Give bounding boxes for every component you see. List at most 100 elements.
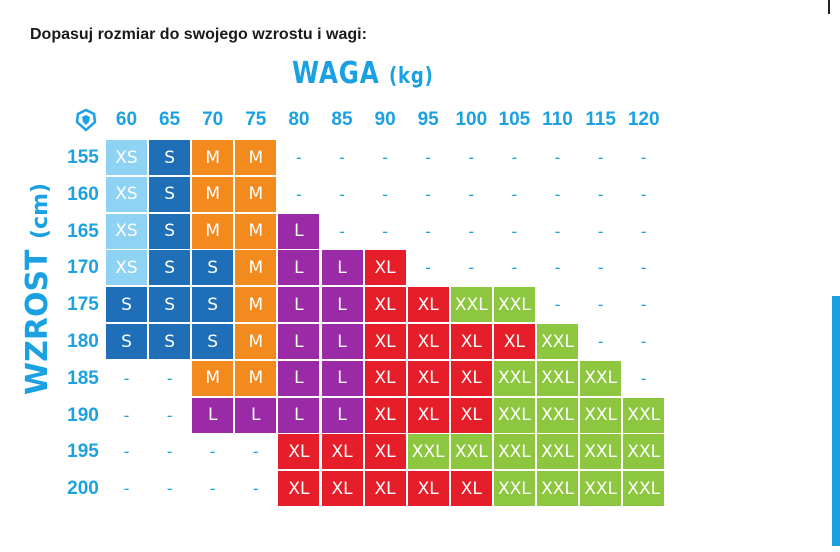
size-cell-l: L xyxy=(321,360,363,396)
size-cell-m: M xyxy=(235,213,277,249)
empty-cell: - xyxy=(511,221,518,241)
size-cell-xl: XL xyxy=(364,324,406,359)
size-cell-xs: XS xyxy=(106,250,147,286)
size-cell-xxl: XXL xyxy=(580,360,622,396)
size-cell-s: S xyxy=(149,250,191,286)
size-cell-m: M xyxy=(235,250,277,286)
size-cell-xxl: XXL xyxy=(493,287,535,323)
y-axis-title: WZROST (cm) xyxy=(20,183,55,395)
size-cell-l: L xyxy=(321,250,363,286)
empty-cell: - xyxy=(511,184,518,204)
size-cell-l: L xyxy=(278,287,320,323)
size-cell-xs: XS xyxy=(106,140,147,175)
size-cell-xl: XL xyxy=(407,397,449,433)
weight-label-120: 120 xyxy=(627,109,660,130)
empty-cell: - xyxy=(123,368,130,388)
height-label-155: 155 xyxy=(67,147,99,168)
height-label-200: 200 xyxy=(67,478,99,500)
size-cell-l: L xyxy=(278,213,320,249)
x-axis-title-text: WAGA xyxy=(292,56,380,91)
size-cell-xxl: XXL xyxy=(623,471,665,507)
size-cell-xl: XL xyxy=(321,471,363,507)
size-cell-xxl: XXL xyxy=(580,397,622,433)
size-cell-xxl: XXL xyxy=(407,434,449,470)
empty-cell: - xyxy=(209,442,216,462)
size-cell-xxl: XXL xyxy=(450,434,492,470)
size-cell-xl: XL xyxy=(364,360,406,396)
empty-cell: - xyxy=(640,221,647,241)
weight-label-75: 75 xyxy=(245,109,267,130)
weight-label-60: 60 xyxy=(115,109,138,130)
size-cell-s: S xyxy=(192,250,234,286)
empty-cell: - xyxy=(252,479,259,499)
empty-cell: - xyxy=(209,479,216,499)
edge-line xyxy=(828,0,830,14)
size-cell-s: S xyxy=(149,324,191,359)
size-cell-xxl: XXL xyxy=(450,287,492,323)
size-cell-xxl: XXL xyxy=(493,434,535,470)
empty-cell: - xyxy=(425,148,432,167)
size-cell-xxl: XXL xyxy=(493,360,535,396)
size-cell-l: L xyxy=(278,250,320,286)
size-cell-l: L xyxy=(321,397,363,433)
intro-text: Dopasuj rozmiar do swojego wzrostu i wag… xyxy=(30,26,367,43)
empty-cell: - xyxy=(511,148,518,167)
size-cell-l: L xyxy=(235,397,277,433)
height-label-170: 170 xyxy=(67,257,99,279)
empty-cell: - xyxy=(166,405,173,425)
size-cell-xxl: XXL xyxy=(580,471,622,507)
x-axis-title: WAGA (kg) xyxy=(292,56,434,91)
empty-cell: - xyxy=(296,148,302,167)
height-label-165: 165 xyxy=(67,220,99,242)
empty-cell: - xyxy=(640,295,647,315)
size-cell-xxl: XXL xyxy=(537,471,578,507)
size-cell-l: L xyxy=(321,287,363,323)
size-cell-xxl: XXL xyxy=(493,397,535,433)
size-cell-xxl: XXL xyxy=(623,397,665,433)
size-cell-s: S xyxy=(106,324,147,359)
size-cell-s: S xyxy=(149,176,191,212)
size-cell-s: S xyxy=(106,287,147,323)
weight-label-90: 90 xyxy=(374,109,396,130)
size-cell-s: S xyxy=(149,140,191,175)
empty-cell: - xyxy=(123,442,130,462)
empty-cell: - xyxy=(468,221,475,241)
empty-cell: - xyxy=(640,368,647,388)
size-cell-l: L xyxy=(278,397,320,433)
weight-label-95: 95 xyxy=(417,109,439,130)
height-label-190: 190 xyxy=(67,404,99,426)
size-cell-xl: XL xyxy=(450,324,492,359)
empty-cell: - xyxy=(123,479,130,499)
weight-label-85: 85 xyxy=(331,109,353,130)
size-cell-xl: XL xyxy=(278,471,320,507)
size-cell-m: M xyxy=(235,360,277,396)
size-cell-xxl: XXL xyxy=(537,397,578,433)
weight-label-110: 110 xyxy=(542,109,573,130)
empty-cell: - xyxy=(554,295,561,315)
size-cell-m: M xyxy=(192,140,234,175)
side-accent-bar xyxy=(832,296,840,546)
y-axis-title-text: WZROST xyxy=(20,249,55,395)
empty-cell: - xyxy=(382,184,388,204)
empty-cell: - xyxy=(554,184,561,204)
brand-logo-icon xyxy=(75,108,97,132)
empty-cell: - xyxy=(166,368,173,388)
size-cell-s: S xyxy=(149,287,191,323)
empty-cell: - xyxy=(554,258,561,278)
empty-cell: - xyxy=(597,184,604,204)
y-axis-unit: (cm) xyxy=(28,182,53,240)
size-cell-xl: XL xyxy=(321,434,363,470)
size-cell-xl: XL xyxy=(364,287,406,323)
empty-cell: - xyxy=(640,258,647,278)
size-cell-xl: XL xyxy=(364,397,406,433)
size-cell-xxl: XXL xyxy=(493,471,535,507)
weight-label-70: 70 xyxy=(202,109,224,130)
weight-label-80: 80 xyxy=(288,109,310,130)
empty-cell: - xyxy=(123,405,130,425)
size-cell-xxl: XXL xyxy=(580,434,622,470)
empty-cell: - xyxy=(339,221,345,241)
empty-cell: - xyxy=(296,184,302,204)
size-cell-xxl: XXL xyxy=(623,434,665,470)
size-cell-xl: XL xyxy=(407,360,449,396)
size-cell-m: M xyxy=(192,360,234,396)
